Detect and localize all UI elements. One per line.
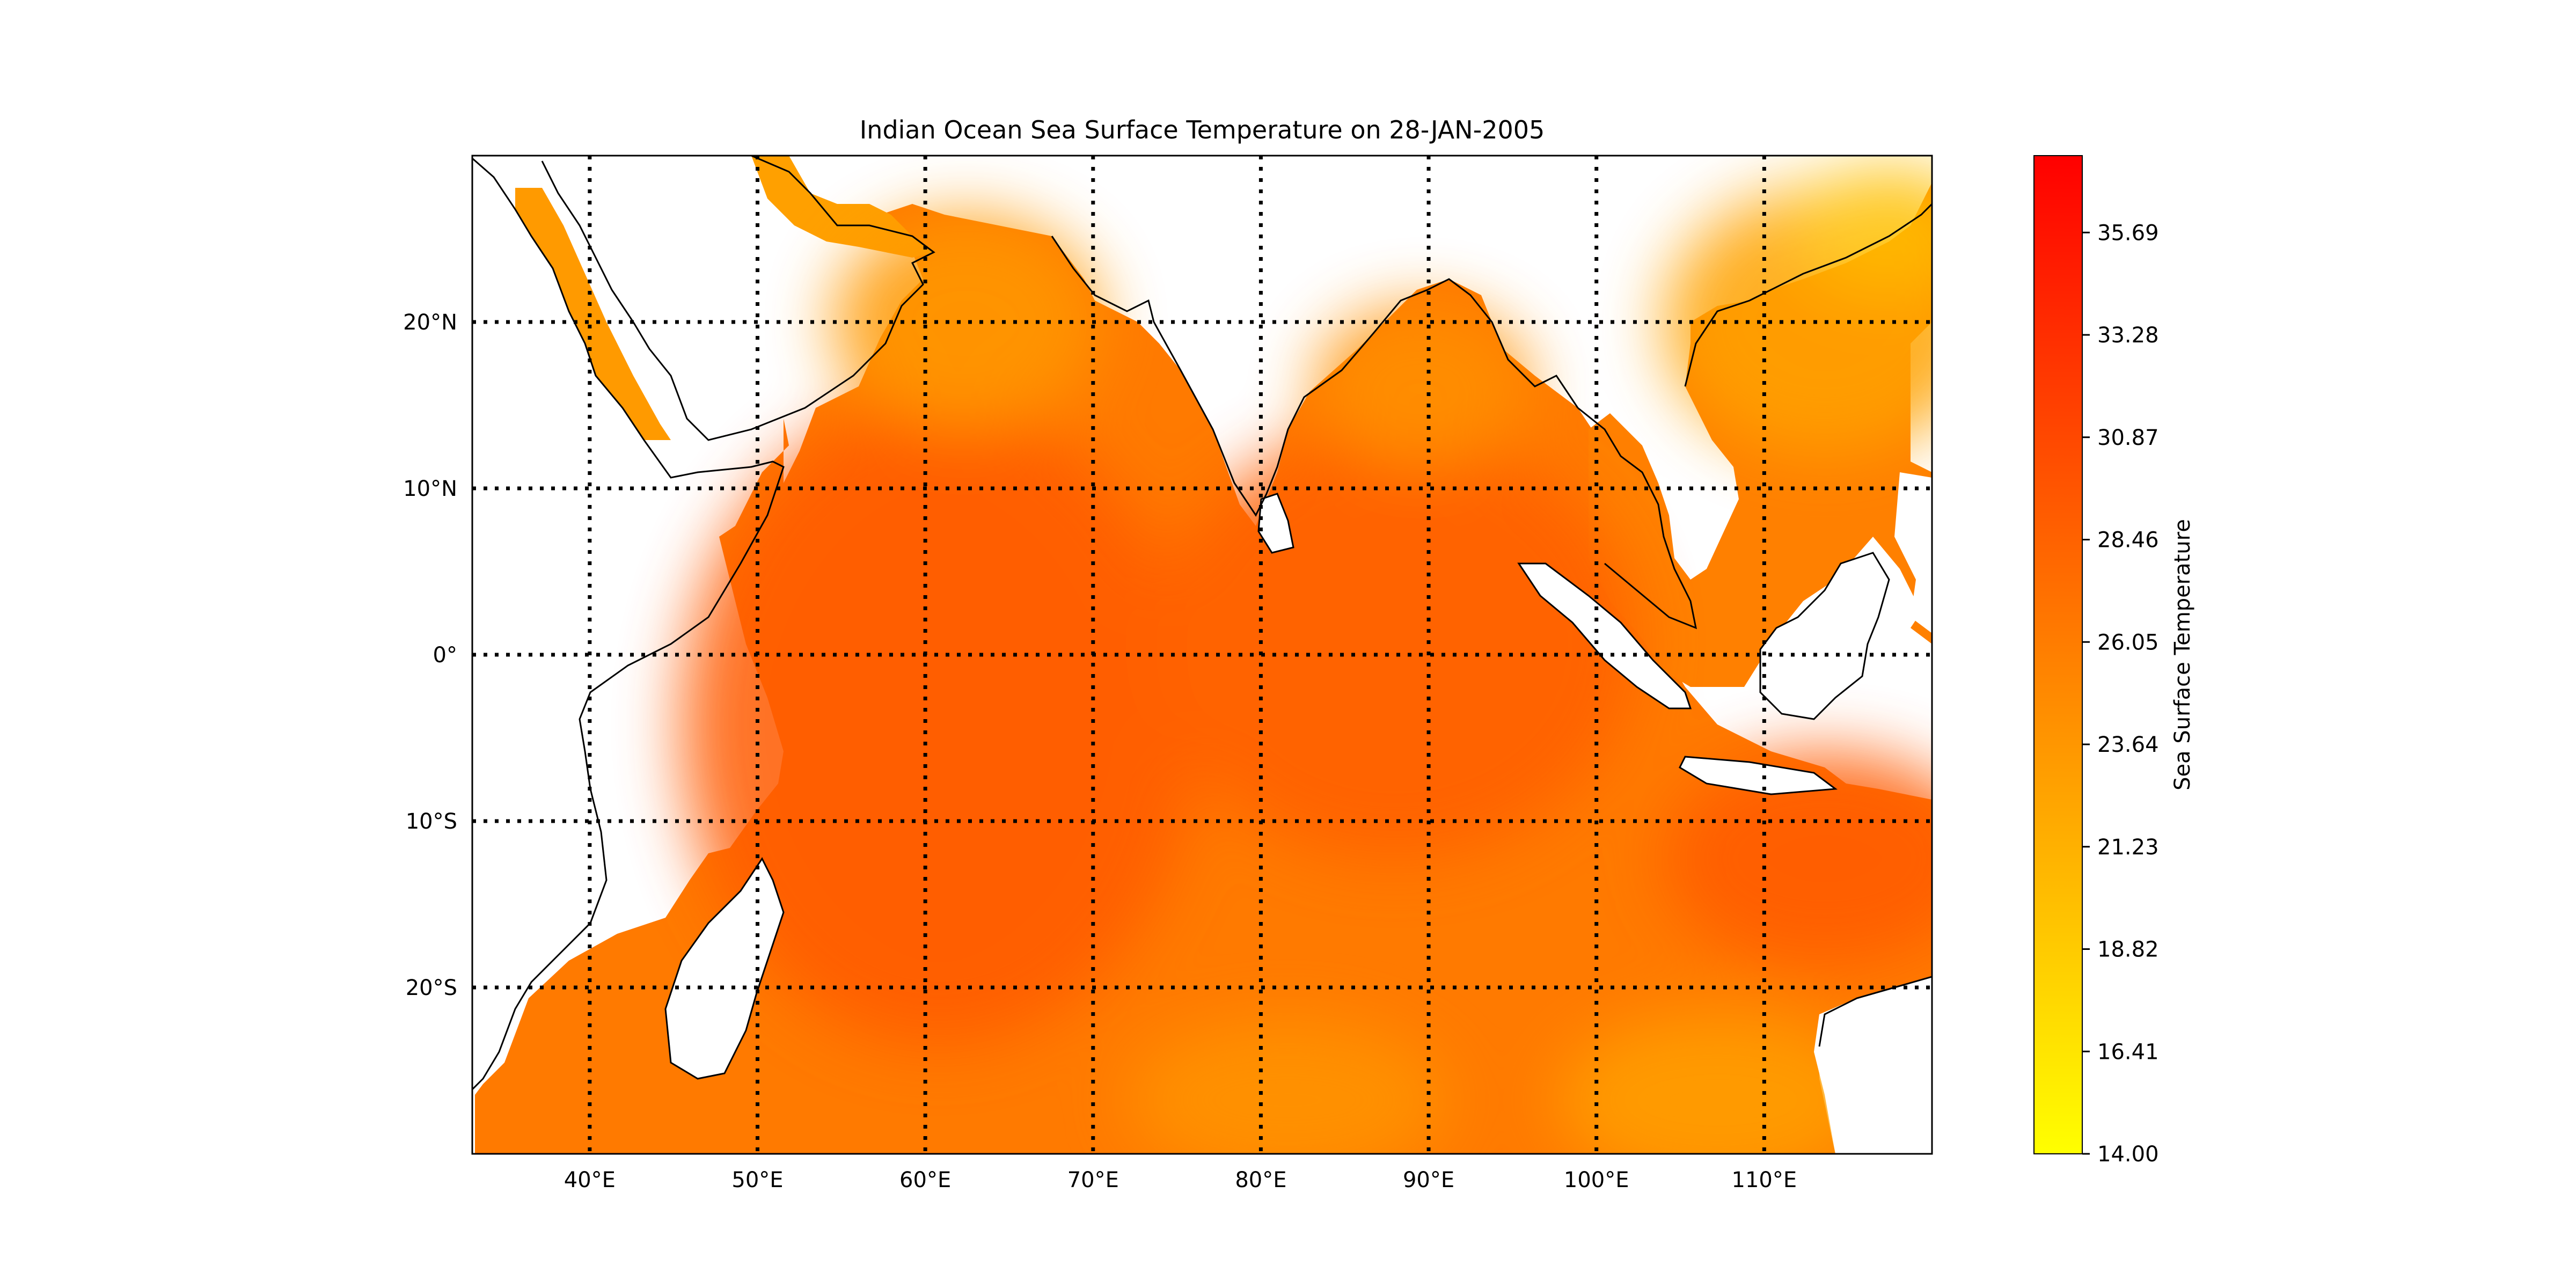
colorbar-ticks: 14.00 16.41 18.82 21.23 23.64 26.05 28.46 30.87… xyxy=(2082,221,2159,1167)
land-philippines xyxy=(1894,472,1932,633)
y-tick-labels: 20°N 10°N 0° 10°S 20°S xyxy=(403,310,457,1000)
x-tick-label: 80°E xyxy=(1235,1168,1286,1192)
y-tick-label: 20°S xyxy=(406,976,457,1000)
x-tick-labels: 40°E 50°E 60°E 70°E 80°E 90°E 100°E 110°E xyxy=(564,1168,1797,1192)
land-borneo xyxy=(1760,553,1889,719)
x-tick-label: 60°E xyxy=(899,1168,951,1192)
colorbar-tick-label: 23.64 xyxy=(2097,733,2159,757)
colorbar-tick-label: 30.87 xyxy=(2097,426,2159,450)
x-tick-label: 40°E xyxy=(564,1168,616,1192)
gridlines xyxy=(472,156,1932,1154)
land-sri-lanka xyxy=(1258,494,1293,553)
colorbar-tick-label: 21.23 xyxy=(2097,835,2159,860)
land-madagascar xyxy=(665,859,784,1079)
coast-sumatra xyxy=(1517,562,1692,709)
coast-arabia xyxy=(541,156,935,441)
x-tick-label: 90°E xyxy=(1403,1168,1454,1192)
land-australia xyxy=(1814,977,1932,1154)
x-tick-label: 100°E xyxy=(1564,1168,1629,1192)
land-sumatra xyxy=(1519,564,1690,708)
map-frame xyxy=(471,155,1933,1155)
y-tick-label: 10°N xyxy=(403,477,457,501)
x-tick-label: 50°E xyxy=(731,1168,783,1192)
colorbar-tick-label: 28.46 xyxy=(2097,528,2159,553)
map-area xyxy=(472,156,1932,1154)
coast-madagascar xyxy=(664,857,785,1080)
colorbar-tick-label: 16.41 xyxy=(2097,1040,2159,1064)
y-tick-label: 20°N xyxy=(403,310,457,335)
colorbar-tick-label: 26.05 xyxy=(2097,630,2159,655)
coast-india xyxy=(1051,236,1579,517)
colorbar: 14.00 16.41 18.82 21.23 23.64 26.05 28.46 30.87… xyxy=(2033,155,2195,1167)
colorbar-tick-label: 14.00 xyxy=(2097,1142,2159,1167)
x-tick-label: 70°E xyxy=(1067,1168,1119,1192)
ocean-gulf xyxy=(751,156,934,258)
ocean-redsea xyxy=(515,188,671,440)
coast-seasia xyxy=(1577,407,1697,630)
x-tick-label: 110°E xyxy=(1732,1168,1797,1192)
y-tick-label: 0° xyxy=(433,643,457,668)
coast-china xyxy=(1684,203,1932,387)
colorbar-tick-label: 18.82 xyxy=(2097,938,2159,962)
colorbar-tick-label: 33.28 xyxy=(2097,323,2159,348)
y-tick-label: 10°S xyxy=(406,809,457,834)
coast-borneo xyxy=(1759,552,1890,720)
colorbar-label: Sea Surface Temperature xyxy=(2170,519,2195,791)
map-title: Indian Ocean Sea Surface Temperature on … xyxy=(860,115,1545,144)
coast-sri-lanka xyxy=(1257,493,1294,554)
colorbar-tick-label: 35.69 xyxy=(2097,221,2159,245)
land-mask xyxy=(665,472,1932,1154)
coast-java xyxy=(1679,756,1838,795)
coast-australia xyxy=(1818,976,1932,1047)
colorbar-gradient xyxy=(2033,155,2083,1154)
